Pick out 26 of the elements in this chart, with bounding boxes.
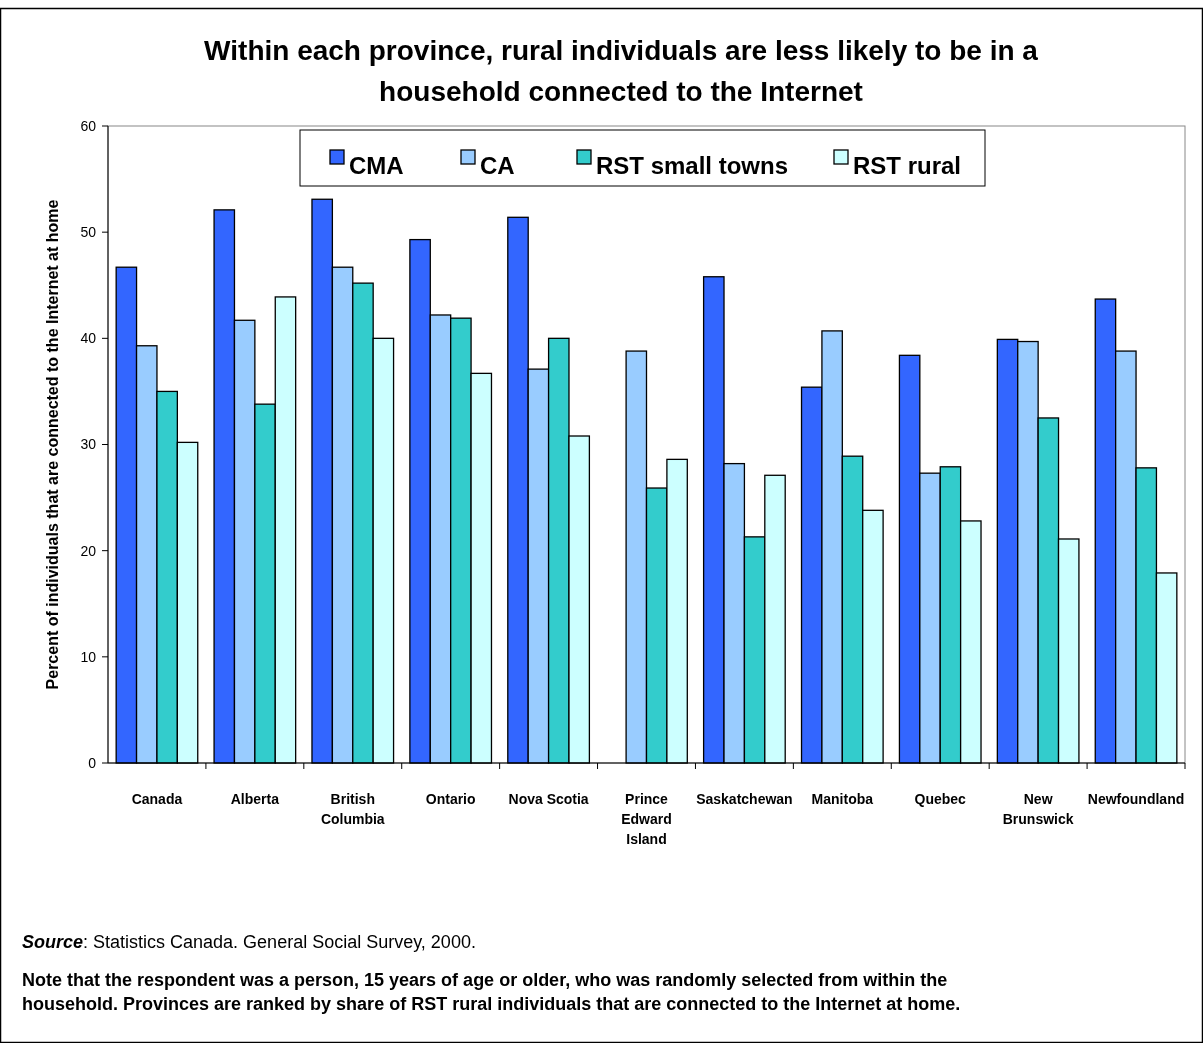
y-tick-label: 0 — [88, 754, 97, 771]
y-tick-label: 10 — [80, 648, 97, 665]
legend-label: CA — [480, 152, 515, 179]
x-tick-label: Newfoundland — [1087, 791, 1185, 807]
legend-label: RST rural — [853, 152, 962, 179]
y-tick-label: 50 — [80, 224, 97, 241]
x-tick-label: Prince Edward Island — [621, 791, 672, 847]
y-axis-title: Percent of individuals that are connected to the Internet at home — [44, 199, 61, 690]
text: Note that the respondent was a person, 15 years of age or older, who was randomly selected from within the household. Provinces are ranked by share of RST rural individuals that are connected to the Internet at home. — [22, 970, 961, 1014]
source-note: Source: Statistics Canada. General Social Survey, 2000. — [22, 932, 476, 952]
x-tick-label: Saskatchewan — [696, 791, 793, 807]
x-tick-label: Nova Scotia — [508, 791, 589, 807]
x-tick-label: Manitoba — [811, 791, 874, 807]
chart-title: Within each province, rural individuals are less likely to be in a household connected to the Internet — [204, 35, 1039, 107]
x-tick-label: British Columbia — [320, 791, 385, 827]
y-tick-label: 30 — [80, 436, 97, 453]
y-tick-label: 60 — [80, 117, 97, 134]
x-tick-label: Canada — [131, 791, 183, 807]
x-tick-label: Quebec — [914, 791, 967, 807]
x-tick-label: Alberta — [230, 791, 280, 807]
y-tick-label: 20 — [80, 542, 97, 559]
legend-label: CMA — [349, 152, 404, 179]
x-tick-label: Ontario — [425, 791, 476, 807]
x-tick-label: New Brunswick — [1002, 791, 1074, 827]
legend-label: RST small towns — [596, 152, 789, 179]
y-tick-label: 40 — [80, 330, 97, 347]
